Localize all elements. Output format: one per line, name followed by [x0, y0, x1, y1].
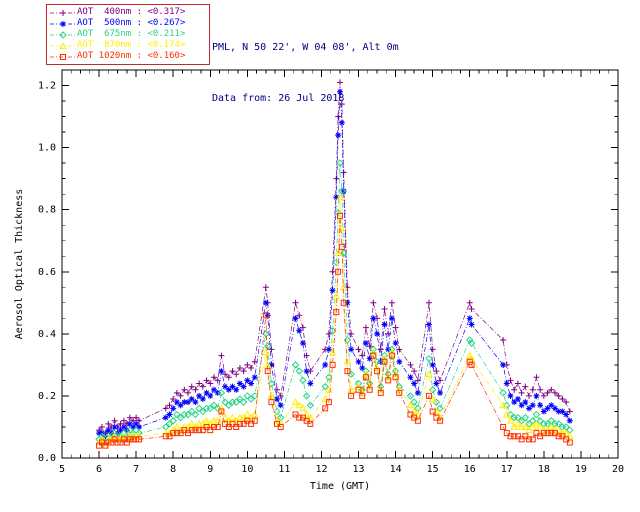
- legend-label: AOT 675nm : <0.211>: [77, 29, 186, 39]
- y-tick-label: 0.2: [38, 391, 56, 402]
- y-tick-label: 0.0: [38, 453, 56, 464]
- x-tick-label: 10: [241, 464, 253, 475]
- x-tick-label: 6: [96, 464, 102, 475]
- x-tick-label: 9: [207, 464, 213, 475]
- x-tick-label: 17: [501, 464, 513, 475]
- x-axis-label: Time (GMT): [310, 481, 370, 492]
- legend-sample-triangle-icon: [50, 41, 76, 49]
- legend-item-1020nm: AOT 1020nm : <0.160>: [49, 51, 209, 62]
- date-info: Data from: 26 Jul 2018: [212, 93, 345, 104]
- y-tick-label: 0.4: [38, 329, 56, 340]
- series-1020nm: [96, 212, 573, 449]
- x-tick-label: 7: [133, 464, 139, 475]
- x-tick-label: 5: [59, 464, 65, 475]
- x-tick-label: 18: [538, 464, 550, 475]
- y-tick-label: 1.0: [38, 143, 56, 154]
- x-tick-label: 12: [315, 464, 327, 475]
- legend-sample-diamond-icon: [50, 30, 76, 39]
- x-tick-label: 14: [390, 464, 402, 475]
- legend-item-870nm: AOT 870nm : <0.174>: [49, 40, 209, 51]
- x-tick-label: 11: [278, 464, 290, 475]
- legend-label: AOT 1020nm : <0.160>: [77, 51, 186, 61]
- y-tick-label: 0.8: [38, 205, 56, 216]
- legend-sample-asterisk-icon: [50, 20, 76, 27]
- x-tick-label: 15: [427, 464, 439, 475]
- legend-label: AOT 500nm : <0.267>: [77, 18, 186, 28]
- legend-item-400nm: AOT 400nm : <0.317>: [49, 7, 209, 18]
- legend-sample-square-icon: [50, 53, 76, 60]
- y-tick-label: 0.6: [38, 267, 56, 278]
- series-400nm: [96, 79, 573, 437]
- x-tick-label: 8: [170, 464, 176, 475]
- y-tick-label: 1.2: [38, 81, 56, 92]
- legend-sample-plus-icon: [50, 9, 76, 16]
- x-tick-label: 13: [353, 464, 365, 475]
- legend-box: AOT 400nm : <0.317> AOT 500nm : <0.267> AO…: [46, 4, 210, 65]
- x-tick-label: 16: [464, 464, 476, 475]
- y-axis-label: Aerosol Optical Thickness: [14, 189, 25, 340]
- legend-label: AOT 400nm : <0.317>: [77, 7, 186, 17]
- legend-item-675nm: AOT 675nm : <0.211>: [49, 29, 209, 40]
- legend-label: AOT 870nm : <0.174>: [77, 40, 186, 50]
- plot-axes: [61, 69, 619, 459]
- station-info: PML, N 50 22', W 04 08', Alt 0m: [212, 42, 399, 53]
- legend-item-500nm: AOT 500nm : <0.267>: [49, 18, 209, 29]
- plot-header: PML, N 50 22', W 04 08', Alt 0m Data fro…: [212, 5, 399, 141]
- x-tick-label: 20: [612, 464, 624, 475]
- x-tick-label: 19: [575, 464, 587, 475]
